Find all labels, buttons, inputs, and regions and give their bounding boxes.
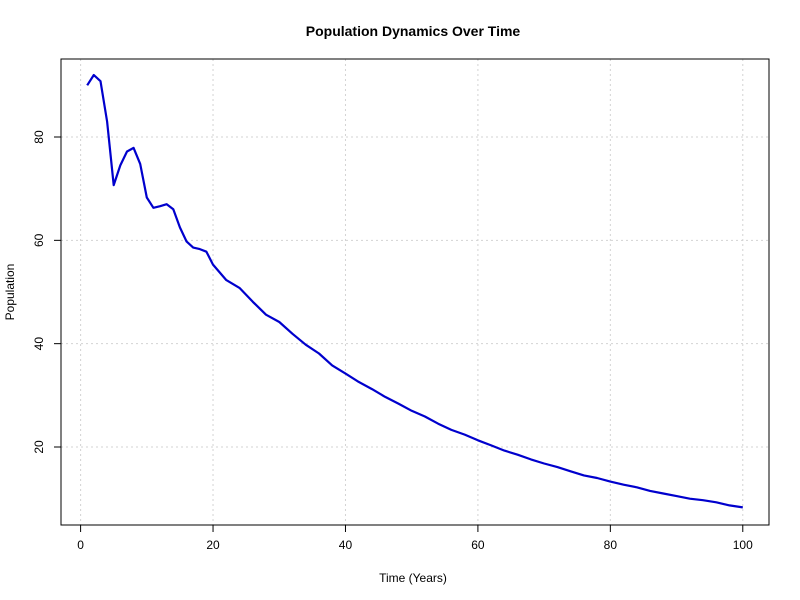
x-axis-label: Time (Years) [379, 571, 447, 585]
y-tick-label: 80 [32, 130, 46, 144]
x-tick-label: 100 [733, 538, 753, 552]
y-tick-label: 60 [32, 233, 46, 247]
chart-title: Population Dynamics Over Time [306, 23, 521, 39]
series-line [86, 73, 743, 509]
x-tick-label: 20 [206, 538, 220, 552]
x-tick-label: 0 [77, 538, 84, 552]
x-tick-label: 80 [604, 538, 618, 552]
x-tick-label: 60 [471, 538, 485, 552]
y-tick-label: 20 [32, 440, 46, 454]
y-axis-label: Population [3, 264, 17, 321]
x-axis: 0 20 40 60 80 100 [77, 524, 753, 552]
x-tick-label: 40 [339, 538, 353, 552]
plot-frame [60, 58, 770, 526]
y-axis: 20 40 60 80 [32, 130, 62, 454]
grid [61, 59, 769, 525]
y-tick-label: 40 [32, 337, 46, 351]
